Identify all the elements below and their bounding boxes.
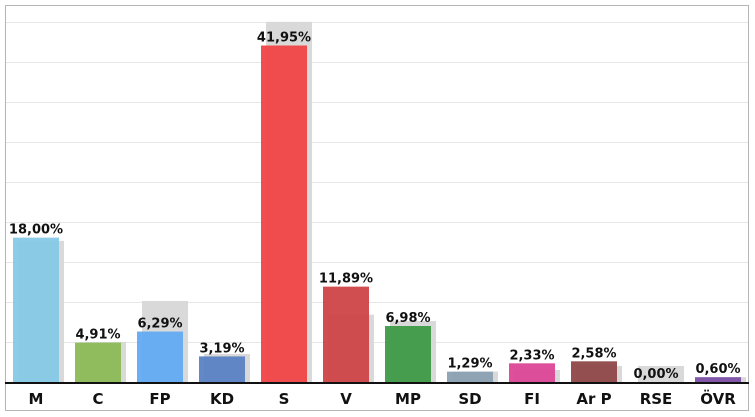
value-label-vr: 0,60% xyxy=(695,362,740,377)
category-label-v: V xyxy=(340,390,352,408)
bar-fi[interactable] xyxy=(509,363,555,382)
gridlines xyxy=(6,22,748,343)
bar-m[interactable] xyxy=(13,237,59,382)
category-label-sd: SD xyxy=(458,390,481,408)
category-label-vr: ÖVR xyxy=(700,389,736,408)
category-label-c: C xyxy=(92,390,103,408)
category-label-ar-p: Ar P xyxy=(576,390,611,408)
bar-sd[interactable] xyxy=(447,371,493,382)
value-label-ar-p: 2,58% xyxy=(571,346,616,361)
value-label-mp: 6,98% xyxy=(385,311,430,326)
prev-bar-rse xyxy=(638,365,684,382)
value-label-c: 4,91% xyxy=(75,328,120,343)
value-label-rse: 0,00% xyxy=(633,367,678,382)
bar-fp[interactable] xyxy=(137,331,183,382)
category-label-fp: FP xyxy=(149,390,170,408)
value-label-s: 41,95% xyxy=(257,31,311,46)
bar-s[interactable] xyxy=(261,45,307,382)
category-label-mp: MP xyxy=(395,390,421,408)
category-label-fi: FI xyxy=(524,390,540,408)
value-label-fp: 6,29% xyxy=(137,317,182,332)
bar-mp[interactable] xyxy=(385,326,431,382)
category-label-m: M xyxy=(29,390,44,408)
value-label-kd: 3,19% xyxy=(199,341,244,356)
value-label-fi: 2,33% xyxy=(509,348,554,363)
bar-c[interactable] xyxy=(75,342,121,382)
bar-vr[interactable] xyxy=(695,377,741,382)
category-labels: M C FP KD S V MP SD FI Ar P RSE ÖVR xyxy=(29,389,737,408)
value-label-m: 18,00% xyxy=(9,223,63,238)
value-label-v: 11,89% xyxy=(319,272,373,287)
category-label-s: S xyxy=(279,390,290,408)
category-label-rse: RSE xyxy=(640,390,673,408)
value-labels: 18,00% 4,91% 6,29% 3,19% 41,95% 11,89% 6,98% 1,… xyxy=(9,31,741,382)
category-label-kd: KD xyxy=(210,390,234,408)
bar-v[interactable] xyxy=(323,286,369,382)
bar-kd[interactable] xyxy=(199,356,245,382)
bar-ar-p[interactable] xyxy=(571,361,617,382)
result-bars xyxy=(13,45,741,382)
value-label-sd: 1,29% xyxy=(447,357,492,372)
